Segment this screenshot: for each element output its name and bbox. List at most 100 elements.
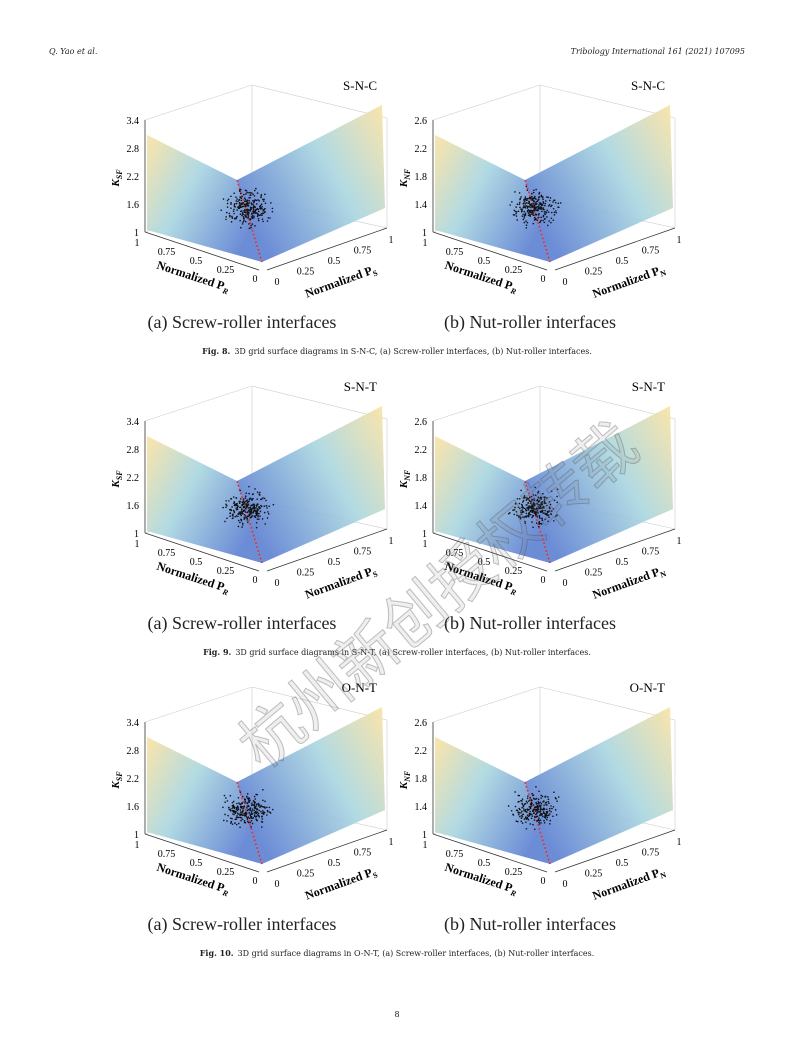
scatter-point (249, 516, 252, 519)
scatter-point (515, 212, 518, 215)
label-main: K (398, 781, 410, 790)
scatter-point (244, 802, 246, 804)
scatter-point (237, 515, 239, 518)
scatter-point (541, 795, 544, 798)
scatter-point (261, 821, 264, 823)
running-author: Q. Yao et al. (49, 47, 98, 56)
scatter-point (517, 801, 519, 803)
scatter-point (539, 801, 542, 804)
scatter-point (248, 197, 250, 199)
scatter-point (234, 811, 237, 814)
scatter-point (230, 822, 232, 824)
scatter-point (224, 520, 226, 523)
y-tick-label: 0.25 (297, 568, 315, 579)
scatter-point (556, 501, 559, 504)
z-axis-label: KSF (110, 470, 124, 489)
scatter-point (518, 507, 521, 510)
y-tick-label: 0 (563, 879, 568, 890)
scatter-point (541, 501, 544, 503)
scatter-point (523, 507, 526, 510)
scatter-point (518, 192, 521, 194)
scatter-point (244, 220, 247, 223)
scatter-point (249, 512, 251, 514)
scatter-point (246, 201, 249, 203)
scatter-point (239, 816, 242, 819)
scatter-point (537, 802, 540, 804)
scatter-point (265, 505, 268, 507)
scatter-point (254, 225, 256, 227)
scatter-point (517, 794, 520, 797)
scatter-point (235, 823, 238, 826)
scatter-point (225, 500, 227, 502)
scatter-point (529, 796, 532, 799)
scatter-point (531, 198, 533, 201)
scatter-point (252, 217, 254, 220)
x-axis (144, 532, 260, 572)
panel-tag: S-N-T (632, 381, 665, 394)
scatter-point (247, 821, 250, 824)
scatter-point (537, 525, 540, 528)
scatter-point (255, 526, 258, 529)
scatter-point (520, 511, 522, 514)
scatter-point (237, 519, 240, 522)
scatter-point (523, 818, 526, 820)
scatter-point (527, 497, 530, 500)
scatter-point (528, 506, 530, 508)
scatter-point (249, 814, 252, 817)
scatter-point (233, 192, 235, 195)
scatter-point (259, 515, 261, 517)
scatter-point (253, 201, 255, 204)
figure-panel: S-N-C 1 1.4 1.8 2.2 2.6 KNF 1 0.75 0.5 0.25 0 Normal… (385, 78, 685, 315)
scatter-point (252, 800, 255, 802)
scatter-point (236, 809, 239, 812)
scatter-point (255, 812, 258, 815)
scatter-point (524, 802, 527, 805)
scatter-point (529, 214, 531, 216)
scatter-point (543, 211, 546, 213)
scatter-point (538, 817, 540, 819)
scatter-point (535, 812, 538, 815)
scatter-point (226, 504, 228, 507)
scatter-point (222, 806, 224, 809)
scatter-point (550, 204, 553, 207)
scatter-point (264, 523, 267, 525)
scatter-point (246, 191, 248, 194)
scatter-point (265, 499, 267, 502)
scatter-point (531, 203, 533, 205)
scatter-point (544, 202, 547, 205)
x-tick-label: 1 (135, 840, 140, 851)
scatter-point (250, 224, 252, 227)
scatter-point (242, 510, 245, 513)
scatter-point (253, 210, 256, 213)
scatter-point (522, 516, 524, 518)
scatter-point (256, 491, 259, 494)
scatter-point (523, 200, 526, 203)
scatter-point (518, 203, 521, 206)
y-tick-label: 0.5 (616, 858, 629, 869)
scatter-point (531, 810, 534, 813)
scatter-point (530, 817, 533, 820)
scatter-point (239, 226, 242, 229)
scatter-point (238, 189, 241, 192)
y-tick-label: 0.25 (585, 568, 603, 579)
figure-panel: S-N-T 1 1.4 1.8 2.2 2.6 KNF 1 0.75 0.5 0.25 0 Normal… (385, 379, 685, 616)
scatter-point (269, 811, 271, 813)
x-tick-label: 0.5 (190, 557, 203, 568)
scatter-point (527, 197, 529, 200)
scatter-point (243, 217, 245, 219)
scatter-point (514, 210, 517, 213)
scatter-point (523, 217, 526, 219)
scatter-point (237, 822, 240, 825)
scatter-point (528, 205, 530, 208)
scatter-point (540, 804, 542, 807)
x-tick-label: 0.75 (446, 548, 464, 559)
scatter-point (530, 209, 532, 212)
scatter-point (519, 206, 521, 209)
scatter-point (253, 809, 256, 812)
scatter-point (522, 499, 525, 502)
scatter-point (529, 823, 532, 825)
scatter-point (532, 808, 535, 811)
scatter-point (538, 503, 540, 506)
scatter-point (248, 200, 251, 202)
scatter-point (251, 808, 254, 810)
